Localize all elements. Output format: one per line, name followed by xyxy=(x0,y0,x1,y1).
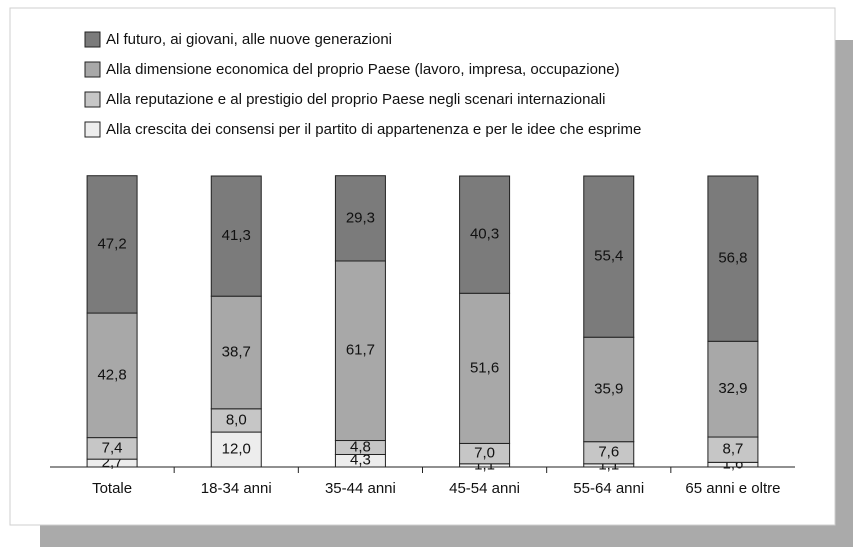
legend-swatch xyxy=(84,91,101,108)
legend-swatch xyxy=(84,61,101,78)
data-label: 61,7 xyxy=(346,342,375,359)
data-label: 47,2 xyxy=(97,235,126,252)
bar-segment xyxy=(86,175,138,314)
x-tick-label: 35-44 anni xyxy=(325,480,396,497)
data-label: 38,7 xyxy=(222,343,251,360)
data-label: 32,9 xyxy=(718,380,747,397)
x-tick-label: 18-34 anni xyxy=(201,480,272,497)
bar-segment xyxy=(334,175,386,262)
data-label: 51,6 xyxy=(470,359,499,376)
legend-label: Alla crescita dei consensi per il partit… xyxy=(106,121,641,138)
data-label: 7,6 xyxy=(598,444,619,461)
bar-segment xyxy=(459,175,511,294)
legend-label: Alla dimensione economica del proprio Pa… xyxy=(106,61,620,78)
x-tick-label: 65 anni e oltre xyxy=(685,480,780,497)
data-label: 8,0 xyxy=(226,411,247,428)
data-label: 7,0 xyxy=(474,445,495,462)
data-label: 42,8 xyxy=(97,366,126,383)
x-tick-label: Totale xyxy=(92,480,132,497)
x-tick-label: 45-54 anni xyxy=(449,480,520,497)
data-label: 12,0 xyxy=(222,441,251,458)
bar-segment xyxy=(707,340,759,438)
bar-segment xyxy=(583,336,635,443)
data-label: 29,3 xyxy=(346,209,375,226)
legend-swatch xyxy=(84,31,101,48)
bar-segment xyxy=(334,260,386,442)
legend-swatch xyxy=(84,121,101,138)
data-label: 41,3 xyxy=(222,227,251,244)
legend-label: Alla reputazione e al prestigio del prop… xyxy=(106,91,605,108)
legend-label: Al futuro, ai giovani, alle nuove genera… xyxy=(106,31,392,48)
data-label: 4,8 xyxy=(350,438,371,455)
bar-segment xyxy=(459,292,511,444)
bar-segment xyxy=(707,436,759,463)
data-label: 4,3 xyxy=(350,452,371,469)
data-label: 40,3 xyxy=(470,226,499,243)
bar-segment xyxy=(583,175,635,338)
x-tick-label: 55-64 anni xyxy=(573,480,644,497)
data-label: 8,7 xyxy=(722,441,743,458)
data-label: 7,4 xyxy=(102,439,123,456)
data-label: 35,9 xyxy=(594,380,623,397)
data-label: 55,4 xyxy=(594,248,623,265)
data-label: 56,8 xyxy=(718,250,747,267)
card xyxy=(9,7,836,526)
bar-segment xyxy=(210,175,262,297)
bar-segment xyxy=(707,175,759,342)
